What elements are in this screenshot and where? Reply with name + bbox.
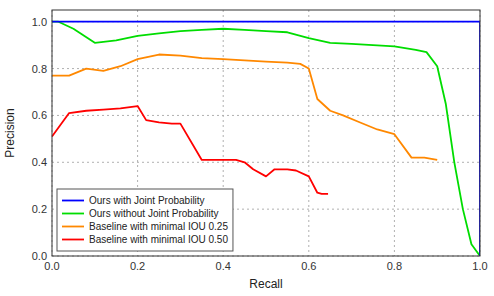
y-tick-label: 0.2 bbox=[32, 203, 47, 215]
legend-label: Ours without Joint Probability bbox=[89, 208, 219, 219]
grid-line bbox=[52, 162, 480, 163]
legend-swatch bbox=[62, 239, 84, 241]
y-tick-label: 0.4 bbox=[32, 156, 47, 168]
x-tick-label: 0.6 bbox=[301, 260, 316, 272]
legend-swatch bbox=[62, 200, 84, 202]
x-tick-label: 0.4 bbox=[216, 260, 231, 272]
y-tick-label: 0.0 bbox=[32, 250, 47, 262]
grid-line bbox=[52, 115, 480, 116]
series-line bbox=[52, 55, 437, 160]
legend-box bbox=[57, 189, 233, 251]
series-line bbox=[52, 106, 328, 194]
legend-label: Ours with Joint Probability bbox=[89, 195, 205, 206]
chart: 0.00.20.40.60.81.00.00.20.40.60.81.0Reca… bbox=[0, 0, 494, 296]
x-tick-label: 0.8 bbox=[387, 260, 402, 272]
axes: 0.00.20.40.60.81.00.00.20.40.60.81.0 bbox=[32, 16, 488, 272]
legend-swatch bbox=[62, 213, 84, 215]
y-tick-label: 1.0 bbox=[32, 16, 47, 28]
x-tick-label: 0.2 bbox=[130, 260, 145, 272]
grid-line bbox=[308, 10, 309, 256]
grid bbox=[52, 10, 480, 256]
x-axis-label: Recall bbox=[249, 277, 282, 291]
legend-label: Baseline with minimal IOU 0.25 bbox=[89, 221, 228, 232]
x-tick-label: 1.0 bbox=[472, 260, 487, 272]
y-axis-label: Precision bbox=[3, 108, 17, 157]
legend: Ours with Joint Probability Ours without … bbox=[57, 189, 233, 251]
legend-swatch bbox=[62, 226, 84, 228]
plot-frame bbox=[52, 10, 480, 256]
series-line bbox=[52, 22, 480, 256]
lines bbox=[52, 22, 480, 256]
legend-label: Baseline with minimal IOU 0.50 bbox=[89, 234, 228, 245]
series-line bbox=[52, 22, 480, 256]
y-tick-label: 0.6 bbox=[32, 109, 47, 121]
y-tick-label: 0.8 bbox=[32, 63, 47, 75]
